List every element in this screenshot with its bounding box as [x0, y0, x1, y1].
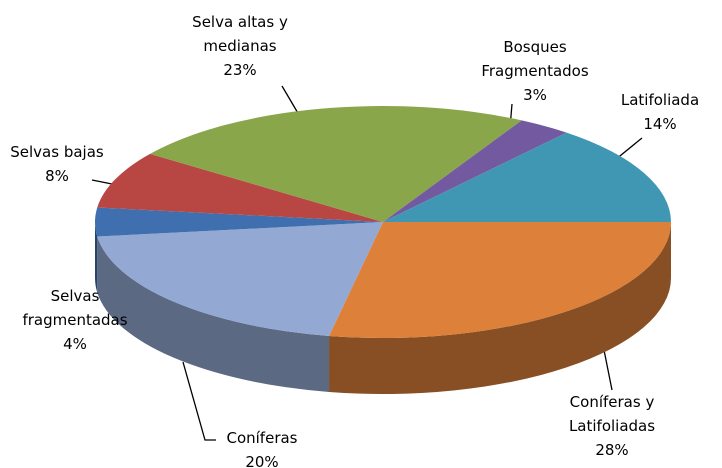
pie-slice	[97, 222, 383, 336]
pie-side	[95, 222, 98, 293]
category-name: Bosques Fragmentados	[481, 38, 589, 80]
pie-slice	[383, 120, 567, 222]
slice-label: Selvas bajas 8%	[0, 140, 127, 188]
value-label: 3%	[523, 86, 547, 104]
pie-slice	[94, 207, 384, 237]
slice-label: Coníferas y Latifoliadas 28%	[547, 390, 677, 462]
category-name: Selvas bajas	[10, 143, 104, 161]
category-name: Selvas fragmentadas	[22, 287, 128, 329]
pie-side	[329, 222, 671, 394]
slice-label: Latifoliada 14%	[590, 88, 722, 136]
pie-slice	[150, 106, 522, 222]
pie-slice	[97, 153, 383, 222]
category-name: Latifoliada	[620, 91, 700, 109]
value-label: 4%	[63, 335, 87, 353]
leader-line	[91, 179, 113, 185]
pie-side	[97, 236, 330, 392]
value-label: 14%	[643, 115, 677, 133]
slice-label: Selvas fragmentadas 4%	[15, 284, 135, 356]
slice-label: Selva altas y medianas 23%	[175, 10, 305, 82]
leader-line	[603, 349, 613, 391]
category-name: Coníferas y Latifoliadas	[568, 393, 656, 435]
pie-tops	[94, 106, 671, 338]
category-name: Selva altas y medianas	[192, 13, 288, 55]
slice-label: Bosques Fragmentados 3%	[475, 35, 595, 107]
pie-sides	[95, 222, 671, 394]
leader-line	[182, 361, 216, 441]
value-label: 20%	[245, 453, 279, 468]
pie-slice	[329, 222, 671, 338]
slice-label: Coníferas 20%	[212, 426, 312, 468]
value-label: 8%	[45, 167, 69, 185]
category-name: Coníferas	[226, 429, 298, 447]
value-label: 28%	[595, 441, 629, 459]
pie-slice	[383, 132, 671, 222]
value-label: 23%	[223, 61, 257, 79]
